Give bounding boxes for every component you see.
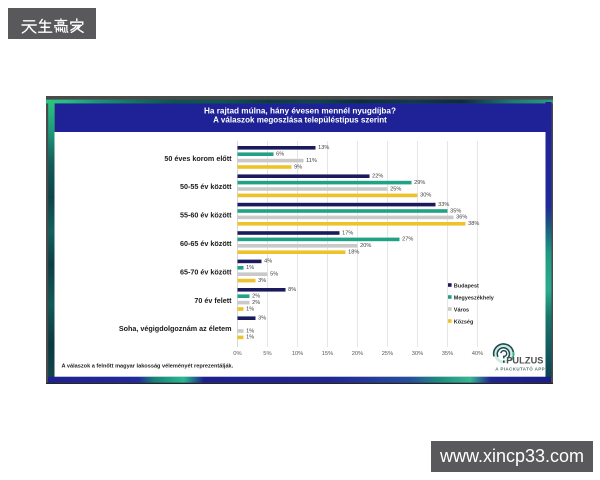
- svg-text:15%: 15%: [322, 351, 334, 357]
- svg-text:Megyeszékhely: Megyeszékhely: [454, 295, 495, 301]
- svg-text:30%: 30%: [412, 351, 424, 357]
- svg-text:27%: 27%: [402, 237, 413, 243]
- svg-text:50-55 év között: 50-55 év között: [180, 182, 232, 191]
- svg-text:A válaszok a felnőtt magyar la: A válaszok a felnőtt magyar lakosság vél…: [62, 364, 234, 370]
- svg-text:1%: 1%: [246, 306, 254, 312]
- svg-text:22%: 22%: [372, 174, 383, 180]
- svg-text:35%: 35%: [450, 208, 461, 214]
- svg-text:35%: 35%: [442, 351, 454, 357]
- svg-text:Ha rajtad múlna, hány évesen m: Ha rajtad múlna, hány évesen mennél nyug…: [204, 106, 396, 115]
- svg-text:36%: 36%: [456, 215, 467, 221]
- svg-text:9%: 9%: [294, 164, 302, 170]
- svg-text:5%: 5%: [270, 272, 278, 278]
- svg-text:2%: 2%: [252, 300, 260, 306]
- svg-text:8%: 8%: [288, 287, 296, 293]
- svg-text:38%: 38%: [468, 221, 479, 227]
- svg-text:20%: 20%: [360, 243, 371, 249]
- svg-text:55-60 év között: 55-60 év között: [180, 211, 232, 220]
- svg-text:Budapest: Budapest: [454, 283, 479, 289]
- svg-text:6%: 6%: [276, 152, 284, 158]
- svg-text:1%: 1%: [246, 328, 254, 334]
- svg-text:0%: 0%: [233, 351, 241, 357]
- svg-text:18%: 18%: [348, 250, 359, 256]
- svg-text:17%: 17%: [342, 230, 353, 236]
- svg-text:1%: 1%: [246, 265, 254, 271]
- svg-text:5%: 5%: [263, 351, 271, 357]
- svg-text:65-70 év között: 65-70 év között: [180, 267, 232, 276]
- svg-text:33%: 33%: [438, 202, 449, 208]
- svg-text:3%: 3%: [258, 278, 266, 284]
- svg-text:4%: 4%: [264, 259, 272, 265]
- svg-text:3%: 3%: [258, 316, 266, 322]
- svg-text:A válaszok megoszlása települé: A válaszok megoszlása településtípus sze…: [213, 116, 387, 125]
- svg-text:29%: 29%: [414, 180, 425, 186]
- svg-text:11%: 11%: [306, 158, 317, 164]
- svg-text:20%: 20%: [352, 351, 364, 357]
- svg-text:Város: Város: [454, 307, 469, 313]
- svg-text:70 év felett: 70 év felett: [194, 296, 232, 305]
- svg-text:60-65 év között: 60-65 év között: [180, 239, 232, 248]
- svg-text:25%: 25%: [390, 186, 401, 192]
- svg-text:13%: 13%: [318, 145, 329, 151]
- svg-text:PULZUS: PULZUS: [506, 356, 543, 366]
- svg-text:40%: 40%: [472, 351, 484, 357]
- svg-text:Soha, végigdolgoznám az életem: Soha, végigdolgoznám az életem: [119, 324, 232, 333]
- svg-text:A PIACKUTATÓ APP: A PIACKUTATÓ APP: [495, 365, 545, 372]
- svg-text:2%: 2%: [252, 294, 260, 300]
- svg-text:10%: 10%: [292, 351, 304, 357]
- svg-text:Község: Község: [454, 319, 474, 325]
- svg-text:25%: 25%: [382, 351, 394, 357]
- svg-text:30%: 30%: [420, 193, 431, 199]
- svg-text:50 éves korom előtt: 50 éves korom előtt: [164, 154, 232, 163]
- svg-text:1%: 1%: [246, 335, 254, 341]
